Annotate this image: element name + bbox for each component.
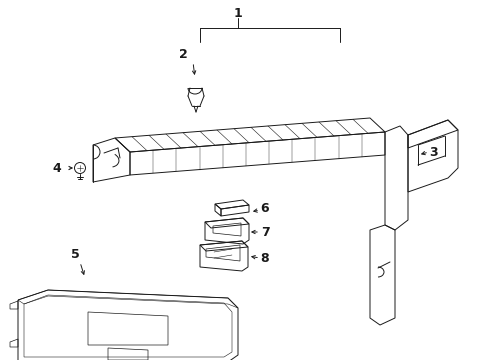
Text: 8: 8 [260, 252, 269, 265]
Text: 6: 6 [260, 202, 269, 215]
Text: 3: 3 [428, 145, 436, 158]
Text: 5: 5 [70, 248, 79, 261]
Text: 2: 2 [178, 48, 187, 60]
Text: 4: 4 [53, 162, 61, 175]
Text: 7: 7 [260, 225, 269, 239]
Text: 1: 1 [233, 6, 242, 19]
